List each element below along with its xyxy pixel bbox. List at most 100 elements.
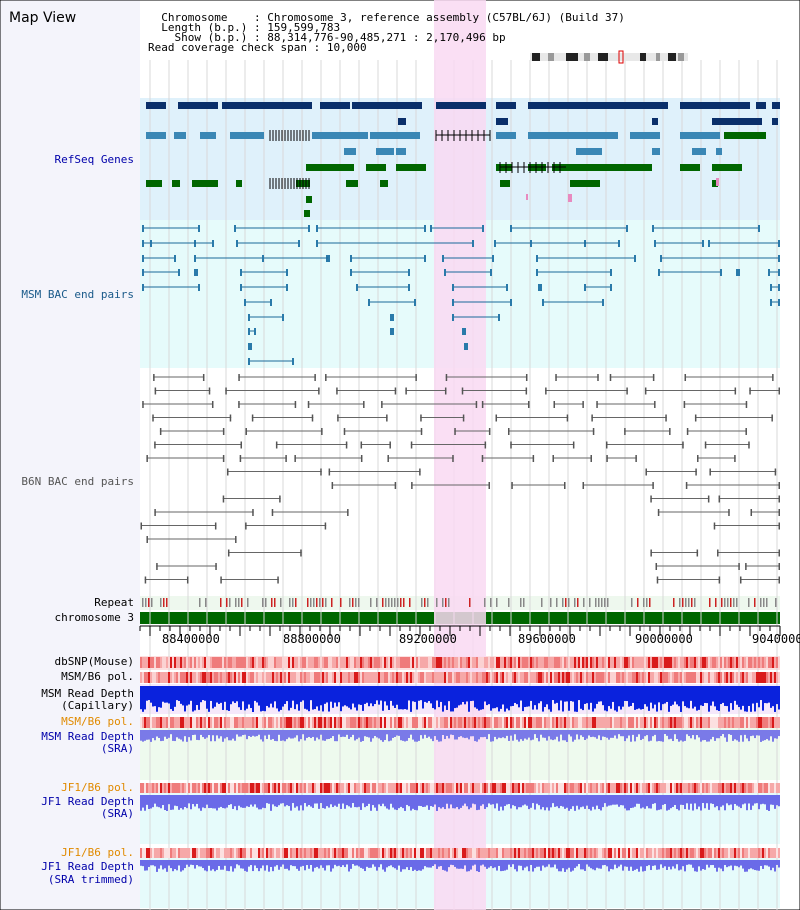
polymorphism-cell [646,717,648,728]
bac-end [464,328,466,335]
read-depth-bar [534,860,536,869]
read-depth-bar [400,795,402,807]
polymorphism-cell [542,672,544,683]
jf1-read-depth-trim-label: JF1 Read Depth [41,860,134,873]
polymorphism-cell [240,657,242,668]
polymorphism-cell [484,783,486,793]
read-depth-bar [348,795,350,807]
polymorphism-cell [158,848,160,858]
polymorphism-cell [342,672,344,683]
polymorphism-cell [540,672,542,683]
read-depth-bar [188,795,190,804]
bac-end [738,563,740,570]
polymorphism-cell [652,783,654,793]
read-depth-bar [588,795,590,810]
polymorphism-cell [400,672,402,683]
polymorphism-cell [442,717,444,728]
read-depth-bar [446,795,448,804]
polymorphism-cell [516,783,518,793]
read-depth-bar [616,730,618,739]
polymorphism-cell [686,783,688,793]
polymorphism-cell [568,783,570,793]
read-depth-bar [176,730,178,738]
bac-end [308,225,310,232]
read-depth-bar [276,860,278,866]
gene-block [146,102,166,109]
polymorphism-cell [286,672,288,683]
read-depth-bar [462,860,464,869]
polymorphism-cell [232,783,234,793]
read-depth-bar [598,795,600,810]
read-depth-bar [486,730,488,740]
polymorphism-cell [192,657,194,668]
polymorphism-cell [590,848,592,858]
read-depth-bar [566,686,568,702]
read-depth-bar [364,686,366,704]
gene-block [306,196,312,203]
read-depth-bar [162,795,164,806]
polymorphism-cell [456,717,458,728]
polymorphism-cell [292,848,294,858]
polymorphism-cell [622,783,624,793]
read-depth-bar [198,686,200,710]
read-depth-bar [482,795,484,805]
polymorphism-cell [526,657,528,668]
read-depth-bar [358,730,360,738]
polymorphism-cell [202,717,204,728]
polymorphism-cell [162,783,164,793]
read-depth-bar [248,730,250,737]
repeat-tick [709,598,711,607]
polymorphism-cell [684,848,686,858]
repeat-tick [721,598,723,607]
read-depth-bar [300,795,302,806]
polymorphism-cell [158,672,160,683]
read-depth-bar [396,686,398,705]
bac-end [194,269,196,276]
bac-end [159,428,162,435]
polymorphism-cell [426,783,428,793]
polymorphism-cell [360,717,362,728]
read-depth-bar [564,795,566,809]
bac-end [490,269,492,276]
read-depth-bar [746,860,748,872]
polymorphism-cell [678,848,680,858]
read-depth-bar [260,686,262,712]
polymorphism-cell [478,717,480,728]
polymorphism-cell [344,672,346,683]
polymorphism-cell [296,717,298,728]
read-depth-bar [310,686,312,701]
polymorphism-cell [188,717,190,728]
read-depth-bar [610,795,612,806]
bac-end [702,240,704,247]
polymorphism-cell [634,783,636,793]
polymorphism-cell [522,657,524,668]
read-depth-bar [444,686,446,706]
polymorphism-cell [678,672,680,683]
bac-end [152,414,154,422]
gene-block [222,102,312,109]
bac-end [240,441,243,449]
read-depth-bar [270,860,272,867]
read-depth-bar [328,860,330,866]
read-depth-bar [620,795,622,806]
polymorphism-cell [244,783,246,793]
repeat-tick [484,598,486,607]
polymorphism-cell [416,657,418,668]
read-depth-bar [192,795,194,805]
polymorphism-cell [226,672,228,683]
polymorphism-cell [778,783,780,793]
polymorphism-cell [390,848,392,858]
polymorphism-cell [510,848,512,858]
read-depth-bar [254,795,256,805]
read-depth-bar [244,730,246,735]
read-depth-bar [162,686,164,702]
read-depth-bar [732,686,734,710]
read-depth-bar [594,795,596,810]
polymorphism-cell [220,848,222,858]
read-depth-bar [228,686,230,711]
read-depth-bar [202,730,204,738]
polymorphism-cell [692,848,694,858]
polymorphism-cell [728,672,730,683]
read-depth-bar [564,860,566,872]
